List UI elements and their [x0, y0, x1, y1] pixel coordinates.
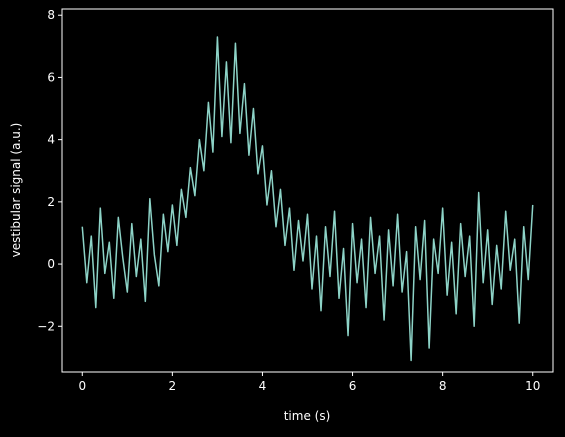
- y-tick-label: 2: [47, 195, 55, 209]
- x-tick-label: 6: [349, 379, 357, 393]
- x-tick-label: 2: [169, 379, 177, 393]
- x-tick-label: 8: [439, 379, 447, 393]
- y-tick-label: −2: [37, 319, 55, 333]
- y-tick-label: 4: [47, 133, 55, 147]
- y-tick-label: 8: [47, 8, 55, 22]
- y-tick-label: 0: [47, 257, 55, 271]
- axes-frame: [61, 8, 554, 373]
- x-tick-label: 4: [259, 379, 267, 393]
- x-tick-label: 10: [525, 379, 540, 393]
- signal-line: [81, 36, 534, 362]
- y-axis-label: vestibular signal (a.u.): [9, 123, 23, 258]
- x-tick-label: 0: [78, 379, 86, 393]
- x-axis-label: time (s): [284, 409, 331, 423]
- y-tick-label: 6: [47, 70, 55, 84]
